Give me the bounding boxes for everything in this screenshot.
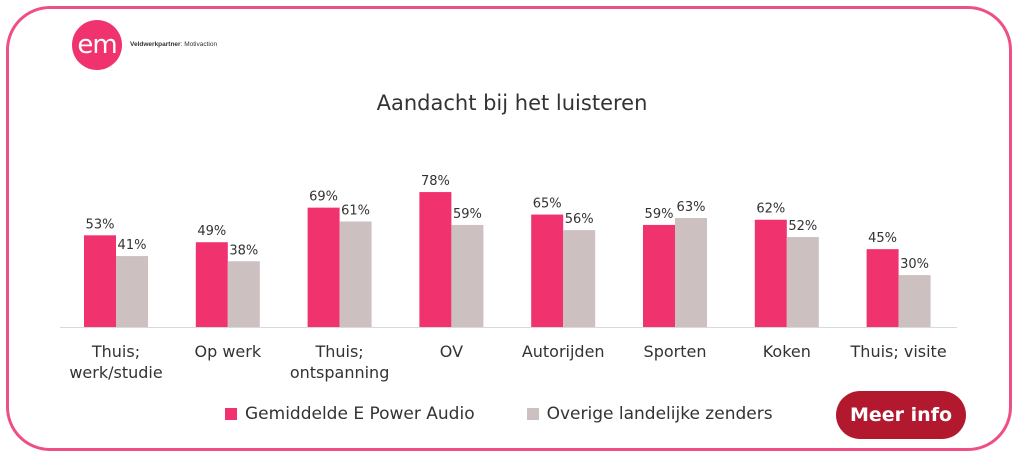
data-label-secondary-7: 30% <box>900 257 929 272</box>
data-label-primary-2: 69% <box>309 190 338 205</box>
legend-swatch-secondary <box>526 408 539 420</box>
category-label-7: Thuis; visite <box>850 342 947 361</box>
data-label-secondary-1: 38% <box>229 243 258 258</box>
data-label-secondary-6: 52% <box>788 219 817 234</box>
fieldwork-partner: Veldwerkpartner: Motivaction <box>130 41 217 48</box>
bar-primary-0 <box>84 235 116 327</box>
em-logo: em <box>72 20 122 70</box>
legend-label-secondary: Overige landelijke zenders <box>546 404 773 424</box>
category-label-0-line2: werk/studie <box>69 363 162 382</box>
bar-secondary-0 <box>116 256 148 327</box>
legend-item-secondary: Overige landelijke zenders <box>526 404 773 424</box>
logo-text: em <box>77 30 117 60</box>
chart-legend: Gemiddelde E Power Audio Overige landeli… <box>225 404 825 424</box>
category-label-2-line2: ontspanning <box>290 363 390 382</box>
bar-secondary-6 <box>786 237 819 327</box>
bar-secondary-7 <box>898 275 931 327</box>
data-label-primary-0: 53% <box>86 217 115 232</box>
data-label-primary-4: 65% <box>533 197 562 212</box>
bar-primary-5 <box>643 224 675 327</box>
bar-primary-7 <box>866 249 899 327</box>
bar-secondary-5 <box>675 218 707 327</box>
category-label-2: Thuis; <box>314 342 363 361</box>
bar-primary-1 <box>195 242 228 327</box>
data-label-primary-1: 49% <box>197 224 226 239</box>
partner-label: Veldwerkpartner <box>130 41 181 48</box>
bar-secondary-3 <box>451 224 484 327</box>
data-label-primary-7: 45% <box>868 231 897 246</box>
meer-info-button[interactable]: Meer info <box>836 391 966 439</box>
data-label-primary-6: 62% <box>756 202 785 217</box>
bar-secondary-4 <box>563 230 596 327</box>
bar-secondary-1 <box>227 261 260 327</box>
bar-secondary-2 <box>339 221 372 327</box>
bar-primary-4 <box>531 214 564 327</box>
category-label-5: Sporten <box>644 342 707 361</box>
category-label-3: OV <box>440 342 463 361</box>
bar-primary-2 <box>307 207 340 327</box>
data-label-secondary-5: 63% <box>677 200 706 215</box>
card-frame <box>6 6 1012 451</box>
category-label-6: Koken <box>763 342 811 361</box>
data-label-primary-5: 59% <box>645 207 674 222</box>
category-label-0: Thuis; <box>91 342 140 361</box>
data-label-primary-3: 78% <box>421 174 450 189</box>
category-label-1: Op werk <box>194 342 261 361</box>
category-label-4: Autorijden <box>522 342 605 361</box>
data-label-secondary-2: 61% <box>341 203 370 218</box>
partner-value: : Motivaction <box>180 41 218 48</box>
chart-title: Aandacht bij het luisteren <box>376 91 648 115</box>
data-label-secondary-4: 56% <box>565 212 594 227</box>
bar-primary-6 <box>754 219 787 327</box>
legend-label-primary: Gemiddelde E Power Audio <box>245 404 475 424</box>
legend-swatch-primary <box>225 408 237 420</box>
legend-item-primary: Gemiddelde E Power Audio <box>225 404 475 424</box>
bar-primary-3 <box>419 192 452 327</box>
data-label-secondary-3: 59% <box>453 207 482 222</box>
data-label-secondary-0: 41% <box>118 238 147 253</box>
